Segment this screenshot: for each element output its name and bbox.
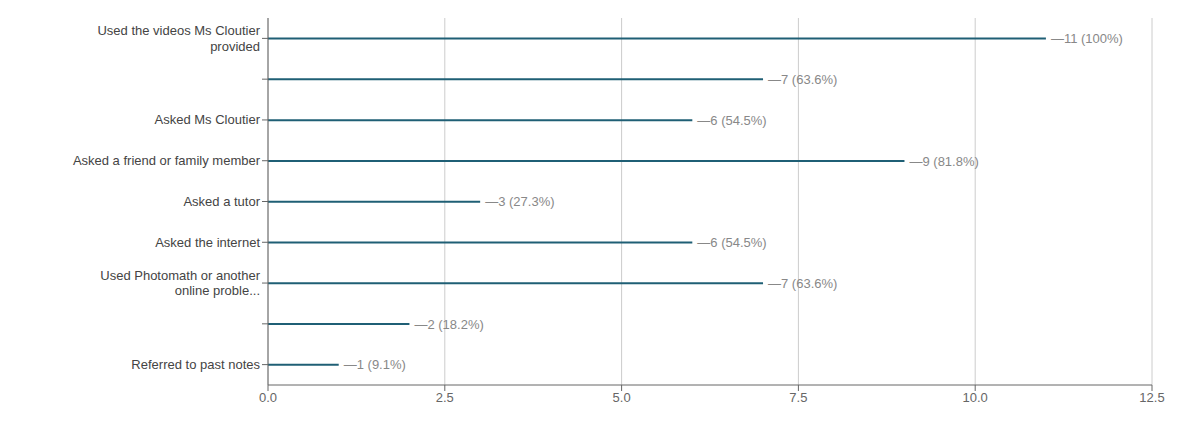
svg-text:—11 (100%): —11 (100%) <box>1051 31 1123 46</box>
svg-text:—6 (54.5%): —6 (54.5%) <box>697 113 766 128</box>
svg-text:—6 (54.5%): —6 (54.5%) <box>697 235 766 250</box>
svg-text:—9 (81.8%): —9 (81.8%) <box>909 154 978 169</box>
svg-text:7.5: 7.5 <box>789 390 807 405</box>
svg-text:2.5: 2.5 <box>436 390 454 405</box>
svg-text:5.0: 5.0 <box>613 390 631 405</box>
svg-text:Asked a tutor: Asked a tutor <box>183 194 260 209</box>
svg-text:Asked a friend or family membe: Asked a friend or family member <box>73 153 261 168</box>
svg-text:—3 (27.3%): —3 (27.3%) <box>485 194 554 209</box>
svg-text:Asked Ms Cloutier: Asked Ms Cloutier <box>155 112 261 127</box>
svg-text:Used Photomath or anotheronlin: Used Photomath or anotheronline proble..… <box>100 268 260 299</box>
svg-text:—7 (63.6%): —7 (63.6%) <box>768 276 837 291</box>
svg-text:—1 (9.1%): —1 (9.1%) <box>344 357 406 372</box>
svg-text:Used the videos Ms Cloutierpro: Used the videos Ms Cloutierprovided <box>97 23 260 54</box>
svg-text:10.0: 10.0 <box>963 390 988 405</box>
svg-text:Asked the internet: Asked the internet <box>155 235 260 250</box>
svg-text:12.5: 12.5 <box>1139 390 1164 405</box>
svg-text:0.0: 0.0 <box>259 390 277 405</box>
svg-text:—7 (63.6%): —7 (63.6%) <box>768 72 837 87</box>
svg-text:—2 (18.2%): —2 (18.2%) <box>414 317 483 332</box>
svg-text:Referred to past notes: Referred to past notes <box>131 357 260 372</box>
